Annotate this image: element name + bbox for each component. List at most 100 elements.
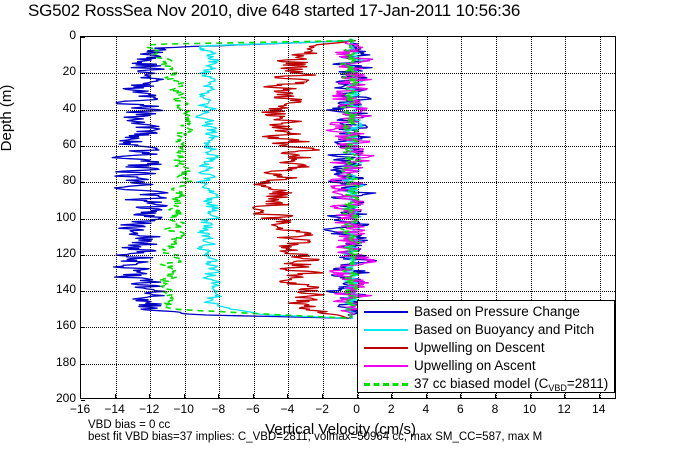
x-tick-label: 12 [557, 402, 571, 416]
x-tick-label: 10 [522, 402, 537, 416]
grid-line-vertical [530, 37, 532, 398]
x-tick-label: −16 [69, 402, 91, 416]
y-tick-mark [81, 254, 85, 256]
grid-line-horizontal [81, 73, 615, 75]
x-tick-mark [287, 394, 289, 398]
grid-line-vertical [253, 37, 255, 398]
grid-line-horizontal [81, 327, 615, 329]
legend-swatch-pressure-change [364, 311, 408, 313]
x-tick-label: 4 [422, 402, 430, 416]
x-tick-mark [391, 394, 393, 398]
y-tick-mark [81, 291, 85, 293]
y-tick-label: 160 [55, 318, 76, 333]
grid-line-horizontal [81, 218, 615, 220]
legend-label-biased-model-pre: 37 cc biased model (C [414, 376, 549, 391]
x-tick-mark [252, 394, 254, 398]
legend-label-buoyancy-pitch: Based on Buoyancy and Pitch [414, 322, 595, 337]
legend-label-upwelling-descent: Upwelling on Descent [414, 340, 545, 355]
x-tick-label: −2 [315, 402, 329, 416]
x-tick-mark [460, 394, 462, 398]
legend-label-biased-model-sub: VBD [548, 383, 567, 393]
x-tick-label: −8 [211, 402, 226, 416]
y-tick-label: 140 [55, 282, 76, 297]
y-tick-label: 80 [62, 173, 76, 188]
grid-line-vertical [184, 37, 186, 398]
grid-line-horizontal [81, 182, 615, 184]
x-axis-label: Vertical Velocity (cm/s) [265, 421, 416, 438]
legend-item-upwelling-ascent: Upwelling on Ascent [358, 357, 614, 375]
x-tick-mark [494, 394, 496, 398]
y-tick-mark [81, 182, 85, 184]
y-tick-label: 200 [55, 391, 76, 405]
y-tick-mark [81, 37, 85, 38]
grid-line-vertical [150, 37, 152, 398]
x-tick-label: −6 [246, 402, 260, 416]
x-tick-mark [218, 394, 220, 398]
grid-line-vertical [115, 37, 117, 398]
grid-line-vertical [392, 37, 394, 398]
y-tick-mark [81, 327, 85, 329]
x-tick-label: −10 [173, 402, 194, 416]
legend-swatch-buoyancy-pitch [364, 329, 408, 331]
legend-item-upwelling-descent: Upwelling on Descent [358, 339, 614, 357]
grid-line-horizontal [81, 291, 615, 293]
x-tick-mark [149, 394, 151, 398]
legend-item-biased-model: 37 cc biased model (CVBD=2811) [358, 375, 614, 393]
y-tick-label: 100 [55, 209, 76, 224]
legend-label-pressure-change: Based on Pressure Change [414, 304, 580, 319]
legend-label-biased-model: 37 cc biased model (CVBD=2811) [414, 375, 608, 397]
y-tick-mark [81, 73, 85, 75]
x-tick-mark [564, 394, 566, 398]
grid-line-vertical [495, 37, 497, 398]
x-tick-label: −14 [104, 402, 125, 416]
x-tick-mark [425, 394, 427, 398]
y-tick-label: 60 [62, 136, 76, 151]
trace-37-cc-biased-model [146, 38, 362, 320]
x-tick-mark [322, 394, 324, 398]
y-tick-label: 40 [62, 100, 76, 115]
grid-line-vertical [288, 37, 290, 398]
grid-line-horizontal [81, 145, 615, 147]
y-tick-label: 180 [55, 354, 76, 369]
grid-line-vertical [426, 37, 428, 398]
x-tick-label: −12 [138, 402, 160, 416]
grid-line-horizontal [81, 363, 615, 365]
x-tick-mark [183, 394, 185, 398]
grid-line-vertical [357, 37, 359, 398]
x-tick-label: 14 [592, 402, 606, 416]
legend-swatch-biased-model [364, 383, 408, 386]
legend-item-buoyancy-pitch: Based on Buoyancy and Pitch [358, 321, 614, 339]
y-tick-label: 20 [62, 64, 76, 79]
grid-line-vertical [219, 37, 221, 398]
legend-swatch-upwelling-descent [364, 347, 408, 349]
page-title: SG502 RossSea Nov 2010, dive 648 started… [28, 1, 521, 20]
best-fit-note: best fit VBD bias=37 implies: C_VBD=2811… [88, 431, 543, 443]
y-tick-mark [81, 400, 85, 401]
vbd-bias-note: VBD bias = 0 cc [88, 419, 171, 431]
x-tick-label: 0 [353, 402, 360, 416]
grid-line-vertical [565, 37, 567, 398]
y-tick-mark [81, 218, 85, 220]
grid-line-horizontal [81, 254, 615, 256]
y-tick-label: 120 [55, 245, 76, 260]
data-traces [111, 38, 377, 320]
y-axis-label: Depth (m) [0, 84, 15, 152]
legend-label-upwelling-ascent: Upwelling on Ascent [414, 358, 536, 373]
grid-line-vertical [323, 37, 325, 398]
legend-item-pressure-change: Based on Pressure Change [358, 303, 614, 321]
y-tick-label: 0 [69, 28, 76, 42]
legend-label-biased-model-post: =2811) [566, 376, 609, 391]
x-tick-mark [356, 394, 358, 398]
y-tick-mark [81, 363, 85, 365]
grid-line-vertical [461, 37, 463, 398]
x-tick-label: 8 [491, 402, 499, 416]
legend: Based on Pressure Change Based on Buoyan… [357, 300, 615, 393]
grid-line-horizontal [81, 109, 615, 111]
x-tick-label: −4 [280, 402, 295, 416]
trace-upwelling-on-descent [252, 39, 356, 319]
y-tick-mark [81, 145, 85, 147]
grid-line-vertical [599, 37, 601, 398]
x-tick-label: 2 [387, 402, 395, 416]
x-tick-mark [80, 394, 81, 398]
